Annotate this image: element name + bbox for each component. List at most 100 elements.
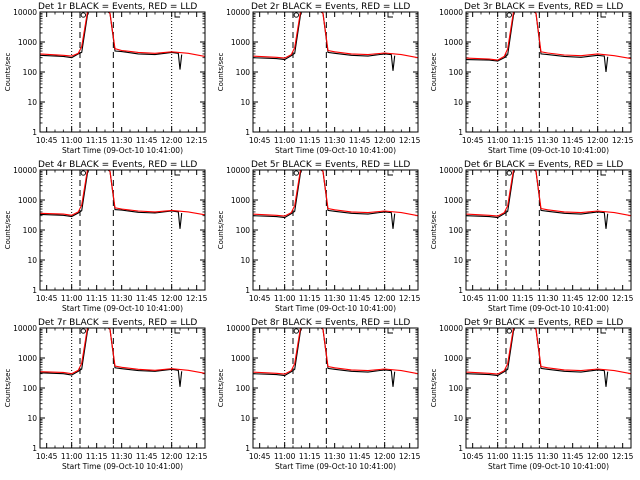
y-tick-label: 1000 — [231, 354, 250, 363]
x-axis-label: Start Time (09-Oct-10 10:41:00) — [275, 462, 396, 471]
x-tick-label: 11:45 — [562, 136, 584, 145]
x-tick-label: 12:15 — [612, 452, 634, 461]
x-tick-label: 12:15 — [399, 294, 421, 303]
x-axis-label: Start Time (09-Oct-10 10:41:00) — [62, 304, 183, 313]
y-tick-label: 1000 — [444, 354, 463, 363]
panel-title: Det 7r BLACK = Events, RED = LLD — [38, 318, 197, 328]
x-tick-label: 11:15 — [299, 294, 321, 303]
series-lld-line — [40, 12, 205, 57]
x-tick-label: 12:00 — [161, 294, 183, 303]
y-tick-label: 1 — [245, 128, 250, 137]
panel-title: Det 1r BLACK = Events, RED = LLD — [38, 2, 197, 12]
x-axis-label: Start Time (09-Oct-10 10:41:00) — [62, 462, 183, 471]
y-tick-label: 1000 — [231, 38, 250, 47]
x-tick-label: 10:45 — [249, 136, 271, 145]
series-lld-line — [466, 12, 631, 61]
x-tick-label: 12:00 — [587, 136, 609, 145]
x-tick-label: 10:45 — [36, 452, 58, 461]
y-tick-label: 10000 — [13, 166, 37, 175]
series-group — [40, 170, 205, 229]
x-tick-label: 12:00 — [374, 136, 396, 145]
x-tick-label: 10:45 — [462, 136, 484, 145]
y-axis-label: Counts/sec — [217, 53, 225, 92]
series-group — [253, 12, 418, 71]
y-tick-label: 10000 — [439, 8, 463, 17]
y-axis-label: Counts/sec — [430, 53, 438, 92]
x-tick-label: 11:00 — [274, 452, 296, 461]
y-tick-label: 100 — [23, 68, 38, 77]
series-group — [466, 328, 631, 387]
y-axis-label: Counts/sec — [430, 369, 438, 408]
y-tick-label: 10 — [453, 256, 463, 265]
x-tick-label: 11:30 — [111, 294, 133, 303]
y-tick-label: 1 — [245, 286, 250, 295]
series-group — [253, 170, 418, 229]
marker-bracket — [174, 170, 180, 176]
y-tick-label: 10 — [27, 414, 37, 423]
x-tick-label: 12:00 — [161, 136, 183, 145]
y-tick-label: 10000 — [226, 324, 250, 333]
panel-det-8: Det 8r BLACK = Events, RED = LLD 1 10 100 10… — [217, 318, 421, 471]
y-axis-label: Counts/sec — [4, 369, 12, 408]
y-axis-label: Counts/sec — [430, 211, 438, 250]
plot-frame — [465, 169, 632, 291]
marker-bracket — [387, 328, 393, 334]
y-tick-label: 1000 — [444, 38, 463, 47]
series-lld-line — [253, 12, 418, 59]
x-tick-label: 11:45 — [136, 452, 158, 461]
x-tick-label: 12:00 — [161, 452, 183, 461]
y-tick-label: 1000 — [444, 196, 463, 205]
x-tick-label: 11:00 — [487, 452, 509, 461]
y-tick-label: 1 — [458, 444, 463, 453]
x-tick-label: 11:45 — [349, 452, 371, 461]
y-tick-label: 1 — [32, 444, 37, 453]
marker-bracket — [600, 12, 606, 18]
x-tick-label: 11:45 — [136, 136, 158, 145]
x-tick-label: 11:00 — [487, 136, 509, 145]
x-tick-label: 11:15 — [512, 452, 534, 461]
panel-title: Det 3r BLACK = Events, RED = LLD — [464, 2, 623, 12]
x-axis-label: Start Time (09-Oct-10 10:41:00) — [62, 146, 183, 155]
panel-title: Det 8r BLACK = Events, RED = LLD — [251, 318, 410, 328]
y-tick-label: 10 — [453, 414, 463, 423]
series-group — [466, 12, 631, 73]
panel-det-2: Det 2r BLACK = Events, RED = LLD 1 10 100 10… — [217, 2, 421, 155]
x-tick-label: 11:00 — [61, 452, 83, 461]
y-tick-label: 1000 — [231, 196, 250, 205]
x-tick-label: 11:30 — [324, 294, 346, 303]
y-axis-label: Counts/sec — [217, 369, 225, 408]
marker-circle — [293, 12, 299, 18]
marker-bracket — [387, 170, 393, 176]
x-tick-label: 12:15 — [186, 294, 208, 303]
x-tick-label: 11:15 — [86, 136, 108, 145]
x-tick-label: 11:30 — [324, 136, 346, 145]
plot-frame — [252, 11, 419, 133]
x-tick-label: 10:45 — [462, 294, 484, 303]
y-tick-label: 100 — [236, 68, 251, 77]
x-tick-label: 12:15 — [612, 294, 634, 303]
panel-title: Det 4r BLACK = Events, RED = LLD — [38, 160, 197, 170]
x-tick-label: 11:45 — [349, 136, 371, 145]
marker-bracket — [387, 12, 393, 18]
x-tick-label: 10:45 — [249, 452, 271, 461]
x-axis-label: Start Time (09-Oct-10 10:41:00) — [488, 146, 609, 155]
x-tick-label: 11:45 — [136, 294, 158, 303]
x-tick-label: 11:15 — [512, 294, 534, 303]
y-tick-label: 100 — [236, 226, 251, 235]
y-tick-label: 1 — [245, 444, 250, 453]
y-tick-label: 1 — [458, 286, 463, 295]
x-tick-label: 11:15 — [512, 136, 534, 145]
x-tick-label: 10:45 — [249, 294, 271, 303]
x-tick-label: 12:00 — [374, 452, 396, 461]
x-tick-label: 12:15 — [186, 136, 208, 145]
x-tick-label: 11:45 — [349, 294, 371, 303]
y-tick-label: 100 — [236, 384, 251, 393]
y-tick-label: 10 — [240, 98, 250, 107]
marker-circle — [80, 170, 86, 176]
y-tick-label: 1 — [32, 286, 37, 295]
x-tick-label: 11:45 — [562, 294, 584, 303]
marker-bracket — [600, 328, 606, 334]
plot-frame — [252, 327, 419, 449]
x-tick-label: 11:15 — [86, 294, 108, 303]
